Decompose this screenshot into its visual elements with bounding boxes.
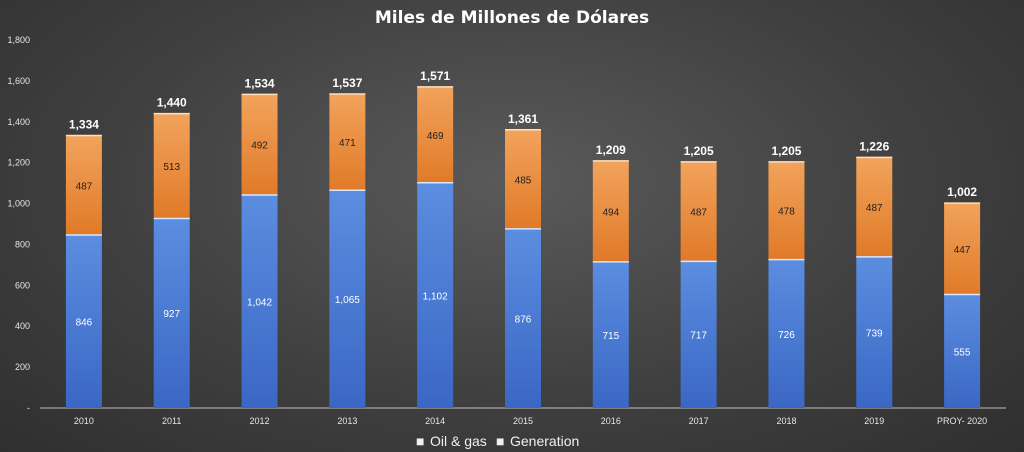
x-tick-label: 2019 [864, 416, 884, 426]
y-tick-label: 1,200 [7, 158, 30, 168]
data-label-total: 1,205 [684, 144, 714, 158]
x-tick-label: 2016 [601, 416, 621, 426]
data-label-oil-gas: 846 [76, 318, 93, 329]
legend-marker-oil: ■ [416, 433, 424, 449]
y-tick-label: 1,400 [7, 117, 30, 127]
x-axis: 2010 2011 2012 2013 2014 2015 2016 2017 2018 2019… [40, 407, 1006, 426]
data-label-generation: 513 [163, 162, 180, 173]
x-tick-label: 2014 [425, 416, 445, 426]
bar-oil-gas [241, 194, 278, 408]
data-label-oil-gas: 717 [690, 331, 707, 342]
legend-label-generation: Generation [510, 433, 579, 449]
data-label-generation: 469 [427, 131, 444, 142]
y-tick-label: 1,600 [7, 76, 30, 86]
bar-oil-gas [65, 235, 102, 408]
chart-title: Miles de Millones de Dólares [375, 8, 649, 28]
x-tick-label: 2011 [162, 416, 181, 426]
bar-generation [680, 161, 717, 262]
data-label-generation: 487 [690, 208, 707, 219]
bar-generation [329, 93, 366, 191]
data-label-oil-gas: 726 [778, 330, 795, 341]
y-tick-label: 200 [15, 362, 30, 372]
data-label-generation: 492 [251, 141, 268, 152]
bar-oil-gas [505, 228, 541, 408]
legend-marker-generation: ■ [496, 433, 504, 449]
x-tick-label: 2015 [513, 416, 533, 426]
data-label-generation: 471 [339, 138, 356, 149]
x-tick-label: 2018 [776, 416, 796, 426]
x-tick-label: 2010 [74, 416, 94, 426]
y-axis: - 200 400 600 800 1,000 1,200 1,400 1,600 1,800 [7, 35, 30, 413]
legend: ■ Oil & gas ■ Generation [416, 433, 579, 449]
data-label-oil-gas: 1,042 [247, 297, 272, 308]
bar-oil-gas [592, 261, 629, 408]
data-label-oil-gas: 1,102 [423, 291, 448, 302]
data-label-oil-gas: 715 [602, 331, 619, 342]
data-label-generation: 487 [866, 203, 883, 214]
data-label-total: 1,361 [508, 112, 538, 126]
data-label-total: 1,440 [157, 96, 187, 110]
data-label-total: 1,334 [69, 117, 99, 131]
bar-oil-gas [680, 261, 717, 408]
bar-oil-gas [329, 190, 366, 408]
bar-generation [856, 157, 893, 257]
data-label-total: 1,002 [947, 185, 977, 199]
data-label-total: 1,209 [596, 143, 626, 157]
x-tick-label: PROY- 2020 [937, 416, 987, 426]
data-label-generation: 447 [954, 245, 971, 256]
data-label-total: 1,205 [771, 144, 801, 158]
data-label-oil-gas: 876 [515, 314, 532, 325]
y-tick-label: 400 [15, 321, 30, 331]
bar-generation [241, 94, 278, 195]
data-label-total: 1,537 [332, 76, 362, 90]
y-tick-label: 1,800 [7, 35, 30, 45]
bar-generation [768, 161, 805, 260]
data-label-oil-gas: 927 [163, 309, 180, 320]
x-tick-label: 2012 [250, 416, 270, 426]
bar-oil-gas [856, 256, 893, 408]
y-tick-label: 800 [15, 239, 30, 249]
bars: 846 487 1,334 927 513 1,440 1,042 492 1,534 1,065… [65, 69, 981, 408]
data-label-generation: 485 [515, 175, 532, 186]
y-tick-label: - [27, 403, 30, 413]
data-label-oil-gas: 1,065 [335, 295, 360, 306]
x-tick-label: 2013 [337, 416, 357, 426]
bar-generation [153, 113, 190, 219]
x-tick-label: 2017 [689, 416, 709, 426]
data-label-generation: 478 [778, 207, 795, 218]
bar-generation [65, 135, 102, 236]
legend-label-oil: Oil & gas [430, 433, 487, 449]
bar-generation [592, 160, 629, 262]
data-label-total: 1,226 [859, 139, 889, 153]
y-tick-label: 600 [15, 280, 30, 290]
bar-oil-gas [153, 218, 190, 408]
bar-oil-gas [944, 294, 981, 408]
data-label-oil-gas: 739 [866, 328, 883, 339]
bar-generation [505, 129, 541, 229]
bar-oil-gas [768, 259, 805, 408]
data-label-generation: 494 [602, 207, 619, 218]
bar-generation [944, 203, 981, 295]
bar-oil-gas [417, 182, 454, 408]
data-label-oil-gas: 555 [954, 347, 971, 358]
data-label-total: 1,534 [245, 76, 275, 90]
bar-generation [417, 86, 454, 183]
data-label-total: 1,571 [420, 69, 450, 83]
y-tick-label: 1,000 [7, 199, 30, 209]
data-label-generation: 487 [76, 181, 93, 192]
